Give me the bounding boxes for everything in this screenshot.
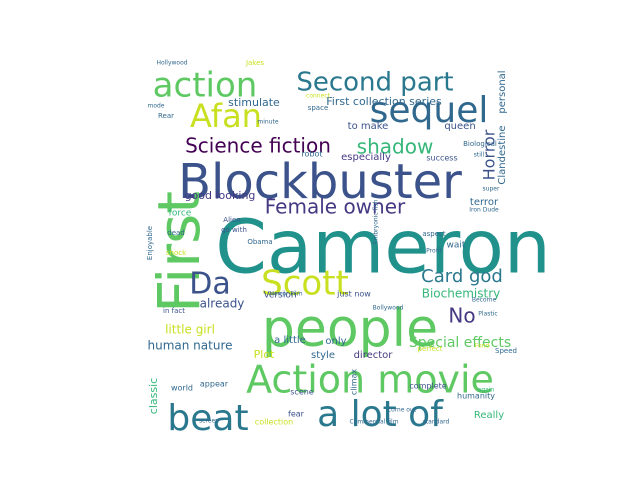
word-terror: terror [470, 197, 499, 208]
word-obama: Obama [247, 238, 272, 246]
word-connect: connect [306, 93, 331, 100]
word-second-part: Second part [296, 68, 453, 98]
word-space: space [308, 104, 329, 112]
word-wait: wait [447, 241, 466, 251]
word-no: No [448, 304, 475, 328]
word-style: style [311, 350, 335, 361]
word-mode: mode [147, 103, 164, 110]
word-shock: shock [166, 249, 187, 257]
word-biochemistry: Biochemistry [422, 287, 501, 301]
word-people: people [262, 299, 438, 359]
word-beat: beat [167, 398, 248, 439]
word-card-god: Card god [421, 266, 503, 287]
word-hollywood: Hollywood [156, 60, 187, 67]
word-plastic: Plastic [478, 311, 497, 318]
word-clandestine: Clandestine [497, 125, 508, 184]
word-go-with: go with [221, 226, 247, 234]
word-embryonic-fish: Embryonic fish [373, 200, 380, 245]
word-first-collection-series: First collection series [326, 95, 442, 108]
word-plot: Plot [254, 348, 275, 361]
word-action: action [153, 66, 258, 106]
word-bollywood: Bollywood [373, 305, 404, 312]
word-version: Version [263, 291, 296, 301]
word-little-girl: little girl [165, 323, 215, 337]
word-human-nature: human nature [148, 339, 233, 353]
word-minute: minute [257, 119, 278, 126]
word-rear: Rear [158, 112, 174, 120]
word-a-little: a little [274, 335, 306, 346]
word-a-lot-of: a lot of [317, 394, 444, 435]
word-appear: appear [200, 380, 229, 389]
word-stimulate: stimulate [228, 96, 280, 109]
word-scene: scene [290, 388, 314, 397]
word-to-make: to make [348, 121, 389, 132]
word-good-looking: good looking [185, 189, 256, 202]
word-special-effects: Special effects [409, 335, 511, 351]
word-science-fiction: Science fiction [185, 134, 331, 158]
word-iron-dude: Iron Dude [469, 207, 499, 214]
word-still: still [474, 152, 485, 159]
word-again: again [478, 387, 495, 394]
word-horror-film: Horror Film [269, 291, 302, 298]
word-biological: Biological [463, 140, 497, 148]
word-standard: standard [423, 419, 450, 426]
word-only: only [325, 336, 346, 347]
word-fear: fear [288, 410, 305, 419]
word-da: Da [189, 267, 230, 302]
word-force: force [169, 209, 192, 219]
word-scott: Scott [261, 264, 349, 304]
word-classic: classic [147, 378, 160, 414]
word-humanity: humanity [457, 392, 495, 401]
word-success: success [426, 154, 457, 163]
word-profit: Profit [426, 248, 442, 255]
word-especially: especially [341, 152, 391, 163]
word-cameron: Cameron [215, 205, 551, 291]
word-super: super [483, 186, 500, 193]
word-screen: screen [199, 418, 219, 425]
word-collection: collection [255, 418, 293, 427]
word-fond: Fond [475, 343, 490, 350]
word-queen: queen [444, 121, 475, 132]
word-climax: climax [350, 369, 359, 396]
word-dead: dead [167, 229, 184, 237]
word-director: director [354, 350, 394, 361]
word-shadow: shadow [357, 135, 434, 159]
word-come-out: come out [388, 407, 417, 414]
word-personal: personal [497, 70, 508, 113]
word-commercial-film: Commercial film [349, 419, 398, 426]
word-become: Become [472, 297, 497, 304]
word-already: already [200, 297, 245, 311]
word-alien: Alien [223, 216, 240, 224]
word-enjoyable: Enjoyable [146, 226, 154, 260]
word-jakes: Jakes [245, 59, 264, 67]
word-in-fact: in fact [163, 307, 185, 315]
word-really: Really [474, 410, 504, 421]
word-blockbuster: Blockbuster [178, 154, 462, 210]
word-robot: robot [301, 150, 322, 159]
word-horror: Horror [480, 129, 499, 180]
word-sequel: sequel [370, 90, 489, 131]
word-world: world [171, 384, 193, 393]
word-first: First [145, 191, 213, 313]
word-action-movie: Action movie [246, 358, 494, 402]
word-speed: Speed [495, 347, 517, 355]
word-female-owner: Female owner [265, 195, 406, 219]
word-perfect: perfect [418, 345, 443, 353]
word-afan: Afan [190, 97, 262, 135]
word-just-now: just now [336, 290, 371, 299]
word-aspect: aspect [422, 230, 446, 238]
word-complete: complete [409, 382, 446, 391]
